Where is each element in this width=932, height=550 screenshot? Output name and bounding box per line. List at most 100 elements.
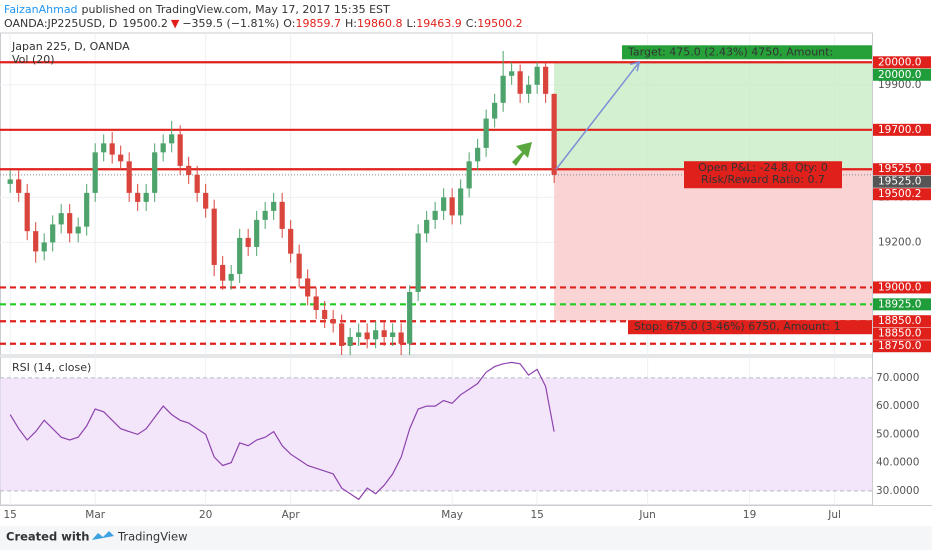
candle-body (262, 210, 268, 220)
x-tick-label: 15 (4, 509, 17, 521)
candle-body (432, 210, 438, 220)
price-label-box (873, 188, 931, 201)
y-tick-label: 19200.0 (878, 236, 921, 248)
candle-body (228, 273, 234, 281)
pane-title: RSI (14, close) (12, 361, 91, 374)
x-tick-label: 15 (530, 509, 543, 521)
price-label: 20000.0 (878, 69, 921, 81)
candle-body (109, 143, 115, 155)
candle-body (143, 192, 149, 202)
price-label: 18850.0 (878, 315, 921, 327)
published: published on TradingView.com, May 17, 20… (82, 3, 390, 16)
pnl-label: Open P&L: -24.8, Qty: 0 (698, 161, 828, 174)
candle-body (67, 213, 73, 234)
header-line-2: OANDA:JP225USD, D 19500.2 ▼ −359.5 (−1.81%)… (4, 17, 523, 30)
candle-body (339, 323, 345, 346)
target-zone (554, 62, 872, 170)
candle-body (279, 201, 285, 229)
candle-body (237, 237, 243, 274)
x-tick-label: 20 (199, 509, 212, 521)
price-label-box (873, 123, 931, 136)
candle-body (398, 332, 404, 344)
candle-body (390, 332, 396, 337)
arrow-head (629, 61, 641, 72)
candle-body (160, 143, 166, 153)
candle-body (41, 242, 47, 252)
candle-body (288, 228, 294, 254)
candle-body (466, 161, 472, 189)
candle-body (381, 330, 387, 337)
y-tick-label: 70.0000 (876, 372, 919, 384)
candle-body (330, 318, 336, 324)
candle-body (194, 174, 200, 193)
price-label: 19700.0 (878, 124, 921, 136)
stop-zone (554, 169, 872, 322)
candle-body (492, 102, 498, 119)
rsi-line (9, 361, 555, 501)
candle-body (305, 278, 311, 297)
candle-body (483, 118, 489, 148)
x-tick-label: Jun (638, 509, 655, 521)
candle-body (152, 152, 158, 193)
candle-body (7, 179, 13, 184)
price-label-box (873, 56, 931, 69)
candle-body (118, 154, 124, 162)
price-label-box (873, 340, 931, 353)
candle-body (364, 332, 370, 340)
candle-body (356, 332, 362, 337)
price-label-box (873, 298, 931, 311)
price-label: 19000.0 (878, 281, 921, 293)
target-label-box (622, 45, 872, 60)
pane-subtitle: Vol (20) (12, 53, 55, 66)
price-label-box (873, 175, 931, 188)
candle-body (296, 253, 302, 279)
candle-body (313, 296, 319, 310)
candle-body (75, 226, 81, 234)
ohlc-key: H: (345, 17, 357, 30)
green-arrow-icon (512, 142, 532, 166)
candle-body (543, 66, 549, 94)
pnl-label-box (684, 161, 842, 189)
price-label-box (873, 68, 931, 81)
projection-arrow (555, 61, 640, 170)
last: 19500.2 (122, 17, 168, 30)
candle-body (84, 192, 90, 227)
candle-body (245, 237, 251, 247)
x-tick-label: 19 (743, 509, 756, 521)
candle-body (373, 330, 379, 340)
candle-body (101, 143, 107, 153)
candle-body (203, 192, 209, 209)
candle-body (16, 179, 22, 193)
price-label-box (873, 163, 931, 176)
candle-body (500, 75, 506, 103)
stop-label-box (628, 320, 872, 335)
candle-body (33, 231, 39, 252)
ohlc-value: 19860.8 (357, 17, 403, 30)
candle-body (534, 66, 540, 85)
pane-title: Japan 225, D, OANDA (11, 40, 130, 53)
candle-body (220, 264, 226, 281)
price-label: 19500.2 (878, 188, 921, 200)
ohlc-key: L: (406, 17, 416, 30)
candle-body (475, 147, 481, 162)
ohlc-value: 19859.7 (295, 17, 341, 30)
logo (92, 531, 114, 540)
y-tick-label: 40.0000 (876, 457, 919, 469)
candle-body (322, 309, 328, 319)
candle-body (50, 224, 56, 243)
header-line-1: FaizanAhmad published on TradingView.com,… (4, 3, 390, 16)
candle-body (347, 336, 353, 346)
candle-body (551, 93, 557, 175)
footer-brand: TradingView (117, 530, 187, 544)
price-label: 18750.0 (878, 340, 921, 352)
y-tick-label: 60.0000 (876, 400, 919, 412)
candle-body (271, 201, 277, 211)
candle-body (169, 134, 175, 144)
target-label: Target: 475.0 (2.43%) 4750, Amount: (627, 45, 833, 58)
price-label: 18850.0 (878, 328, 921, 340)
arrow: ▼ (171, 17, 180, 30)
price-label-box (873, 315, 931, 328)
candle-body (517, 71, 523, 94)
candle-body (509, 71, 515, 76)
price-label: 19525.0 (878, 176, 921, 188)
